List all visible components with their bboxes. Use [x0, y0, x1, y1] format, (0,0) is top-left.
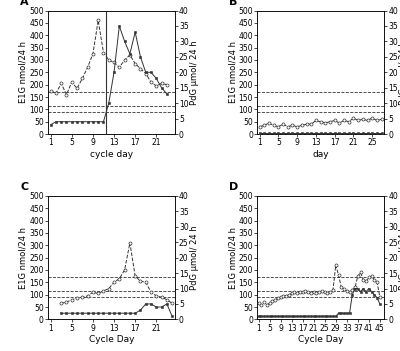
Text: D: D — [229, 182, 238, 192]
X-axis label: Cycle Day: Cycle Day — [89, 335, 134, 344]
Y-axis label: E1G nmol/24 h: E1G nmol/24 h — [228, 41, 237, 103]
Y-axis label: PdG μmol/ 24 h: PdG μmol/ 24 h — [399, 225, 400, 290]
Text: C: C — [20, 182, 28, 192]
Y-axis label: E1G nmol/24 h: E1G nmol/24 h — [228, 227, 237, 289]
X-axis label: day: day — [312, 150, 329, 159]
Y-axis label: E1G nmol/24 h: E1G nmol/24 h — [19, 227, 28, 289]
X-axis label: Cycle Day: Cycle Day — [298, 335, 343, 344]
Text: A: A — [20, 0, 29, 7]
Y-axis label: E1G nmol/24 h: E1G nmol/24 h — [19, 41, 28, 103]
X-axis label: cycle day: cycle day — [90, 150, 133, 159]
Text: B: B — [229, 0, 238, 7]
Y-axis label: PdG μmol/ 24 h: PdG μmol/ 24 h — [190, 225, 199, 290]
Y-axis label: PdG μmol/ 24 h: PdG μmol/ 24 h — [399, 40, 400, 105]
Y-axis label: PdG μmol/ 24 h: PdG μmol/ 24 h — [190, 40, 199, 105]
